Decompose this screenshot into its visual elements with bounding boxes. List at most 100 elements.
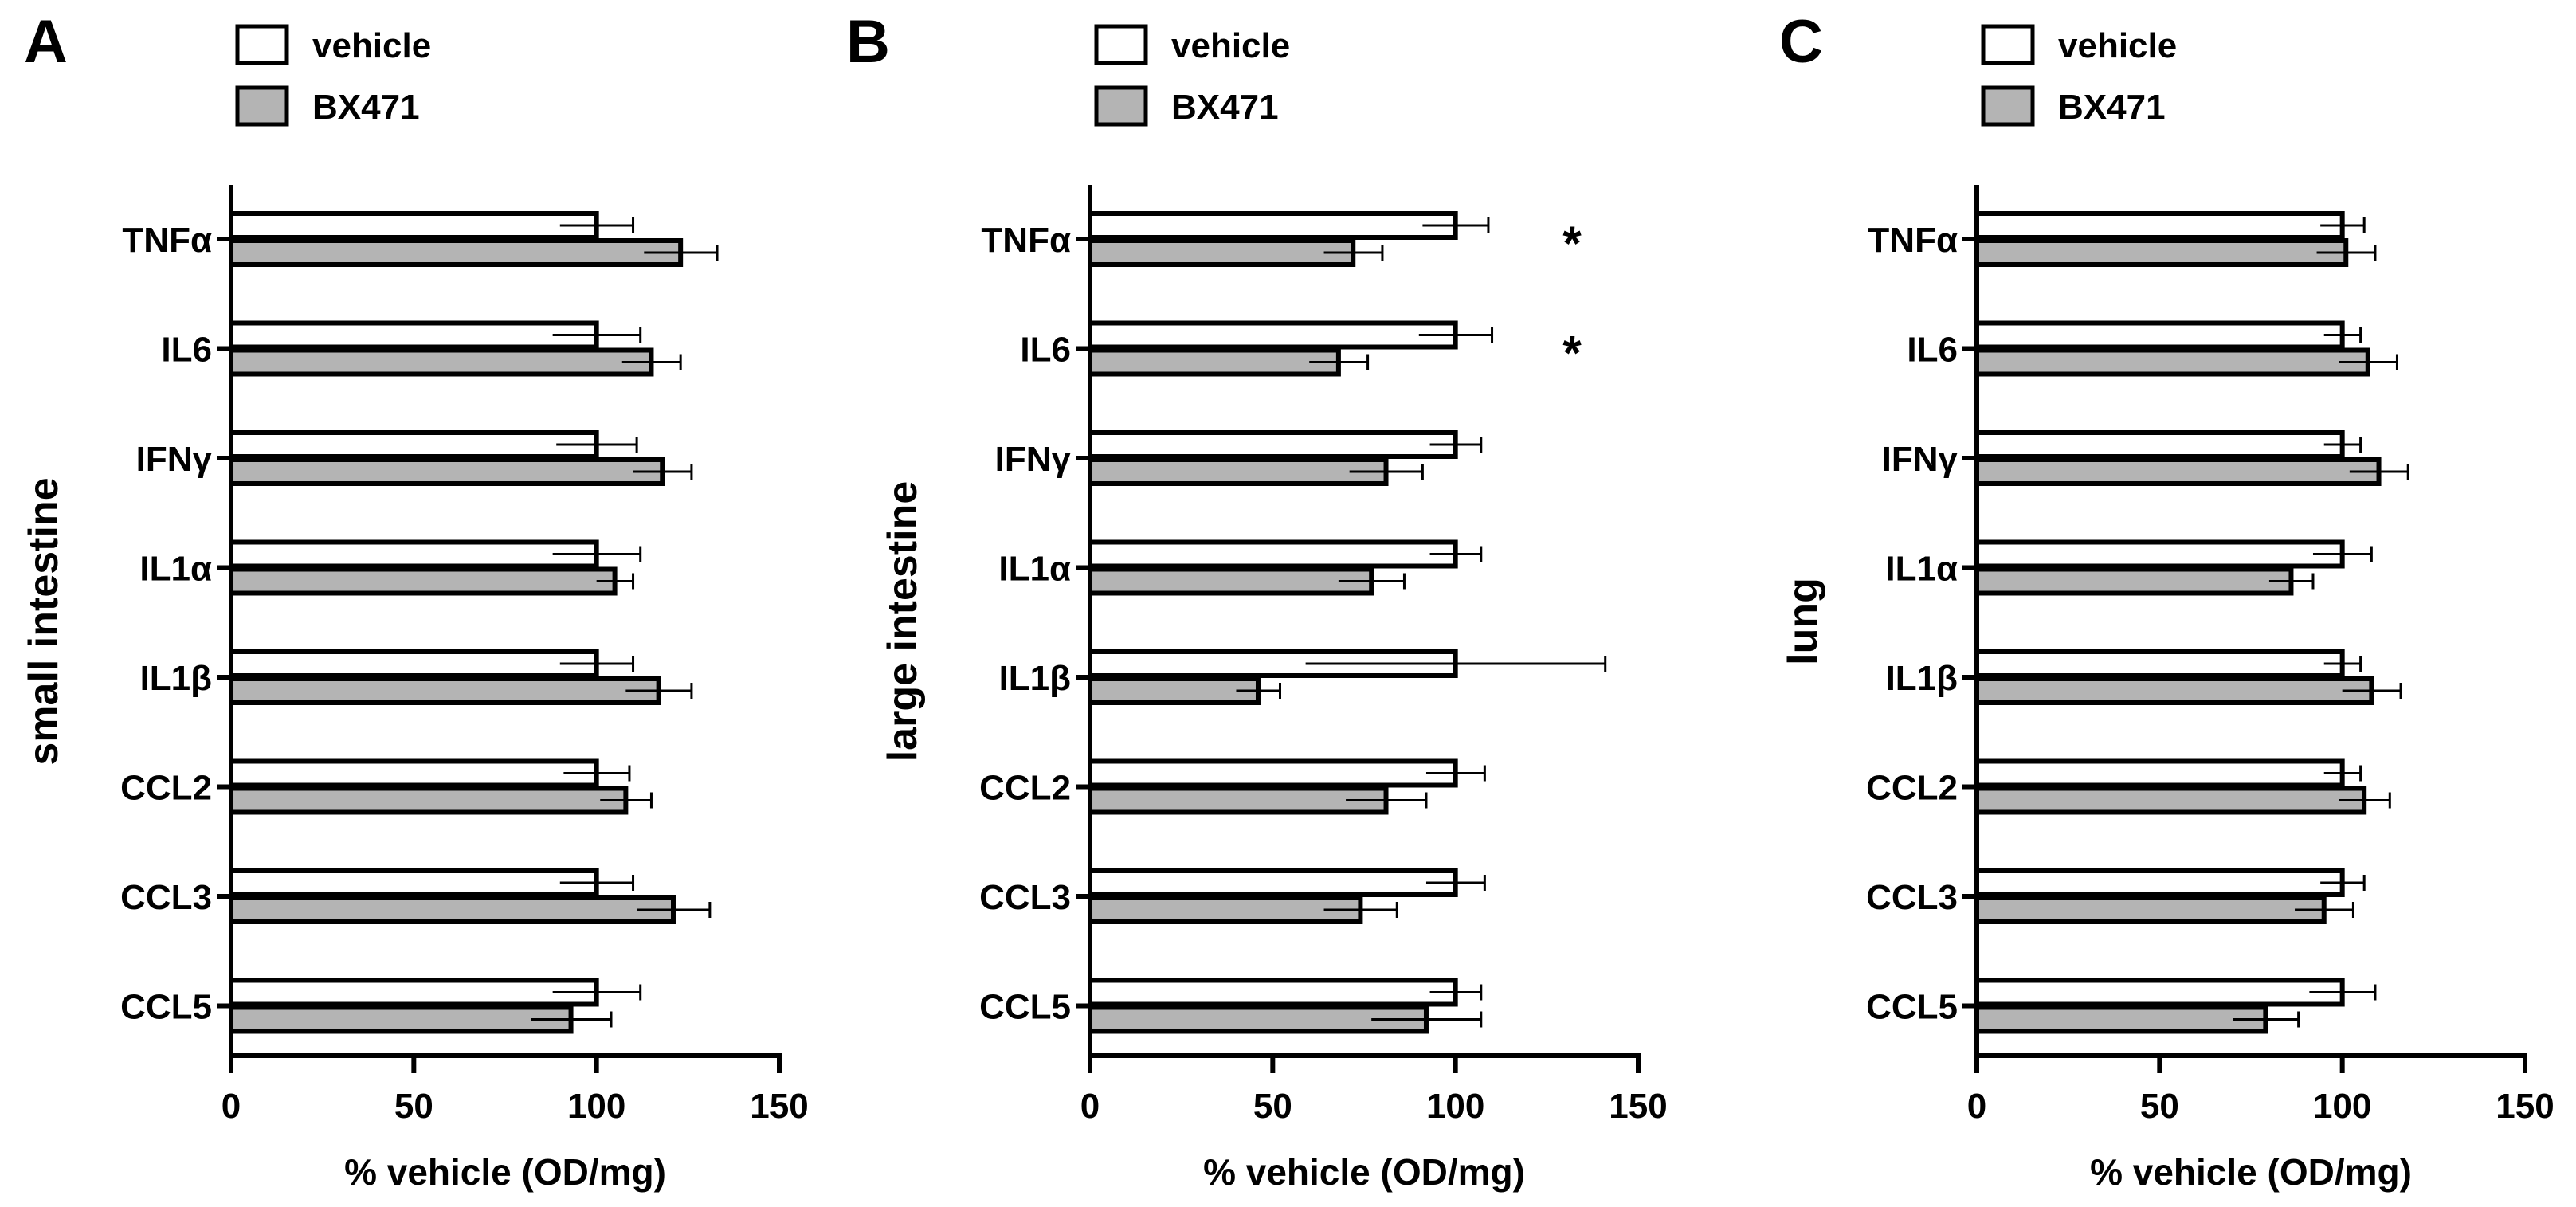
category-group: IL6 — [1907, 320, 2398, 377]
category-label: CCL5 — [979, 988, 1071, 1027]
category-label: TNFα — [981, 221, 1071, 260]
bar-bx471 — [1088, 238, 1356, 267]
x-tick-label: 50 — [2140, 1087, 2179, 1126]
category-group: IL1α — [998, 539, 1483, 596]
category-label: IFNγ — [995, 440, 1072, 479]
legend: vehicle BX471 — [1981, 24, 2177, 127]
bar-vehicle — [1088, 430, 1458, 459]
category-label: TNFα — [122, 221, 212, 260]
x-tick-label: 150 — [750, 1087, 808, 1126]
category-group: CCL3 — [120, 868, 712, 924]
bar-bx471 — [1088, 676, 1261, 705]
legend-swatch-bx471 — [1094, 85, 1148, 127]
x-tick-label: 0 — [1967, 1087, 1986, 1126]
y-axis-title: large intestine — [880, 481, 926, 762]
category-group: CCL5 — [120, 978, 642, 1034]
category-label: IFNγ — [136, 440, 213, 479]
x-tick-label: 0 — [1080, 1087, 1100, 1126]
bar-vehicle — [1974, 430, 2345, 459]
bar-vehicle — [1974, 211, 2345, 240]
legend-label-vehicle: vehicle — [1171, 26, 1290, 65]
bar-vehicle — [229, 539, 599, 569]
bar-bx471 — [229, 457, 665, 486]
category-label: CCL2 — [1866, 769, 1958, 808]
panel-letter: B — [846, 8, 890, 76]
category-group: CCL2 — [120, 758, 653, 815]
category-group: CCL3 — [979, 868, 1486, 924]
category-group: TNFα — [1868, 211, 2377, 267]
bar-bx471 — [229, 786, 629, 815]
category-label: IL6 — [161, 331, 212, 370]
bar-bx471 — [229, 238, 684, 267]
x-tick-label: 50 — [394, 1087, 433, 1126]
panel-letter: C — [1779, 8, 1823, 76]
bar-bx471 — [229, 1005, 574, 1034]
bar-bx471 — [1974, 1005, 2268, 1034]
bar-vehicle — [1974, 539, 2345, 569]
bar-vehicle — [229, 211, 599, 240]
legend-swatch-bx471 — [1981, 85, 2035, 127]
bar-vehicle — [229, 430, 599, 459]
category-group: IFNγ — [136, 430, 693, 486]
category-label: IL6 — [1020, 331, 1071, 370]
legend-label-vehicle: vehicle — [312, 26, 431, 65]
legend-label-vehicle: vehicle — [2058, 26, 2177, 65]
bar-vehicle — [229, 978, 599, 1007]
category-group: CCL5 — [979, 978, 1483, 1034]
bar-vehicle — [1088, 758, 1458, 788]
category-group: IL1α — [139, 539, 642, 596]
bar-vehicle — [229, 758, 599, 788]
category-group: CCL5 — [1866, 978, 2377, 1034]
category-group: IFNγ — [995, 430, 1483, 486]
legend-swatch-vehicle — [235, 24, 289, 65]
legend-label-bx471: BX471 — [1171, 88, 1279, 127]
bar-bx471 — [229, 895, 676, 924]
bar-bx471 — [1974, 786, 2367, 815]
panel-letter: A — [24, 8, 68, 76]
category-group: IL1β — [999, 649, 1607, 705]
category-group: TNFα — [122, 211, 719, 267]
category-group: IL1β — [140, 649, 693, 705]
category-label: IL1β — [1886, 659, 1958, 698]
bar-bx471 — [1088, 786, 1389, 815]
category-label: CCL5 — [120, 988, 212, 1027]
category-group: IL1α — [1885, 539, 2373, 596]
bar-vehicle — [1088, 320, 1458, 350]
x-tick-label: 100 — [567, 1087, 625, 1126]
legend-swatch-bx471 — [235, 85, 289, 127]
significance-marker: * — [1562, 217, 1582, 270]
category-label: CCL5 — [1866, 988, 1958, 1027]
bar-vehicle — [229, 320, 599, 350]
bar-vehicle — [1088, 978, 1458, 1007]
y-axis-title: small intestine — [21, 477, 67, 765]
category-label: IL1α — [139, 550, 212, 589]
bar-vehicle — [229, 868, 599, 897]
bar-bx471 — [1088, 347, 1341, 377]
category-label: CCL3 — [1866, 878, 1958, 917]
x-axis-title: % vehicle (OD/mg) — [1203, 1151, 1525, 1193]
legend-label-bx471: BX471 — [312, 88, 420, 127]
category-label: TNFα — [1868, 221, 1958, 260]
legend-swatch-vehicle — [1981, 24, 2035, 65]
bar-vehicle — [1088, 211, 1458, 240]
bar-bx471 — [1088, 457, 1389, 486]
category-group: IL1β — [1886, 649, 2402, 705]
category-label: IL1α — [1885, 550, 1958, 589]
bar-bx471 — [1088, 895, 1363, 924]
category-group: IL6 — [161, 320, 682, 377]
x-tick-label: 100 — [2313, 1087, 2371, 1126]
category-group: IFNγ — [1882, 430, 2409, 486]
bar-vehicle — [1088, 539, 1458, 569]
legend-swatch-vehicle — [1094, 24, 1148, 65]
category-label: CCL2 — [120, 769, 212, 808]
x-axis-title: % vehicle (OD/mg) — [344, 1151, 666, 1193]
category-label: IL1α — [998, 550, 1071, 589]
bar-bx471 — [229, 676, 661, 705]
x-tick-label: 150 — [1609, 1087, 1667, 1126]
bar-vehicle — [1974, 868, 2345, 897]
category-label: CCL3 — [120, 878, 212, 917]
bar-bx471 — [1974, 895, 2327, 924]
bar-bx471 — [1974, 457, 2382, 486]
